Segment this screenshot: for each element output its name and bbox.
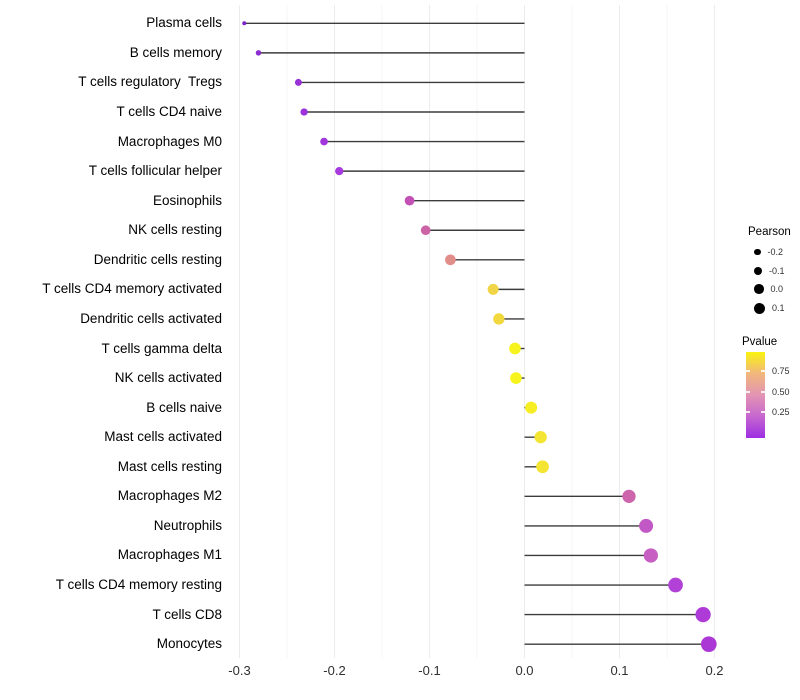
legend-pvalue: Pvalue 0.75 0.50 0.25 [742,336,800,446]
y-axis-label: T cells CD8 [152,606,222,622]
data-point [695,606,711,623]
gradient-tick-mark [746,369,750,372]
data-point [445,254,456,266]
y-axis-label: T cells CD4 naive [116,103,222,119]
y-axis-label: Dendritic cells activated [80,310,222,326]
gradient-tick-mark [761,411,765,414]
y-axis-label: Mast cells activated [104,429,222,445]
legend-size-entry: 0.1 [754,300,785,316]
legend-size-label: -0.1 [769,266,785,276]
data-point [493,313,505,325]
data-point [242,21,247,26]
y-axis-label: T cells regulatory Tregs [78,74,222,90]
legend-size-dot [754,248,761,256]
legend-size-dot [754,267,762,275]
y-axis-label: Plasma cells [146,15,222,31]
data-point [487,283,499,295]
data-point [294,78,302,86]
data-point [320,137,328,146]
legend-size-entry: -0.2 [754,244,783,260]
legend-pvalue-title: Pvalue [742,336,778,348]
y-axis-label: Monocytes [156,636,222,652]
data-point [255,50,262,56]
gradient-tick-label: 0.25 [772,407,790,418]
data-point [639,518,654,533]
legend-size-entry: -0.1 [754,263,785,279]
data-point [510,372,522,384]
x-axis-tick-label: 0.1 [610,663,629,678]
y-axis-label: NK cells activated [114,370,222,386]
data-point [668,577,683,593]
gradient-tick-mark [746,390,750,393]
gradient-tick-mark [761,390,765,393]
x-axis-tick-label: 0.2 [705,663,724,678]
data-point [700,636,717,653]
data-point [404,195,415,206]
y-axis-label: T cells gamma delta [101,340,222,356]
data-point [525,401,538,414]
data-point [300,108,308,116]
y-axis-label: T cells CD4 memory resting [55,577,222,593]
gradient-tick-mark [761,369,765,372]
data-point [534,431,547,444]
y-axis-label: T cells CD4 memory activated [42,281,222,297]
data-point [643,548,658,563]
legend-size-dot [754,284,764,294]
data-point [509,342,521,355]
legend-size-label: 0.0 [770,284,784,294]
data-point [420,225,431,236]
y-axis-label: Mast cells resting [117,458,222,474]
x-axis-tick-label: -0.3 [228,663,251,678]
y-axis-label: Neutrophils [153,517,222,533]
data-point [335,166,344,176]
gradient-tick-label: 0.50 [772,386,790,397]
data-point [536,460,549,474]
legend-size-dot [754,302,765,314]
legend-size-entry: 0.0 [754,281,783,297]
y-axis-label: Macrophages M2 [117,488,222,504]
pvalue-gradient-bar [746,352,765,438]
legend-pearson: Pearson -0.2 -0.1 0.0 0.1 [748,226,800,326]
gradient-tick-label: 0.75 [772,365,790,376]
legend-pearson-title: Pearson [748,226,791,238]
y-axis-label: Dendritic cells resting [93,251,222,267]
y-axis-label: B cells memory [129,44,222,60]
y-axis-label: T cells follicular helper [88,163,222,179]
legend-size-label: 0.1 [772,303,785,313]
gradient-tick-mark [746,411,750,414]
x-axis-tick-label: -0.2 [323,663,346,678]
data-point [622,489,636,503]
y-axis-label: NK cells resting [128,222,222,238]
x-axis-tick-label: 0.0 [515,663,534,678]
legend-size-label: -0.2 [767,247,784,257]
y-axis-label: Eosinophils [152,192,222,208]
x-axis-tick-label: -0.1 [418,663,441,678]
y-axis-label: B cells naive [146,399,222,415]
y-axis-label: Macrophages M0 [117,133,222,149]
y-axis-label: Macrophages M1 [117,547,222,563]
